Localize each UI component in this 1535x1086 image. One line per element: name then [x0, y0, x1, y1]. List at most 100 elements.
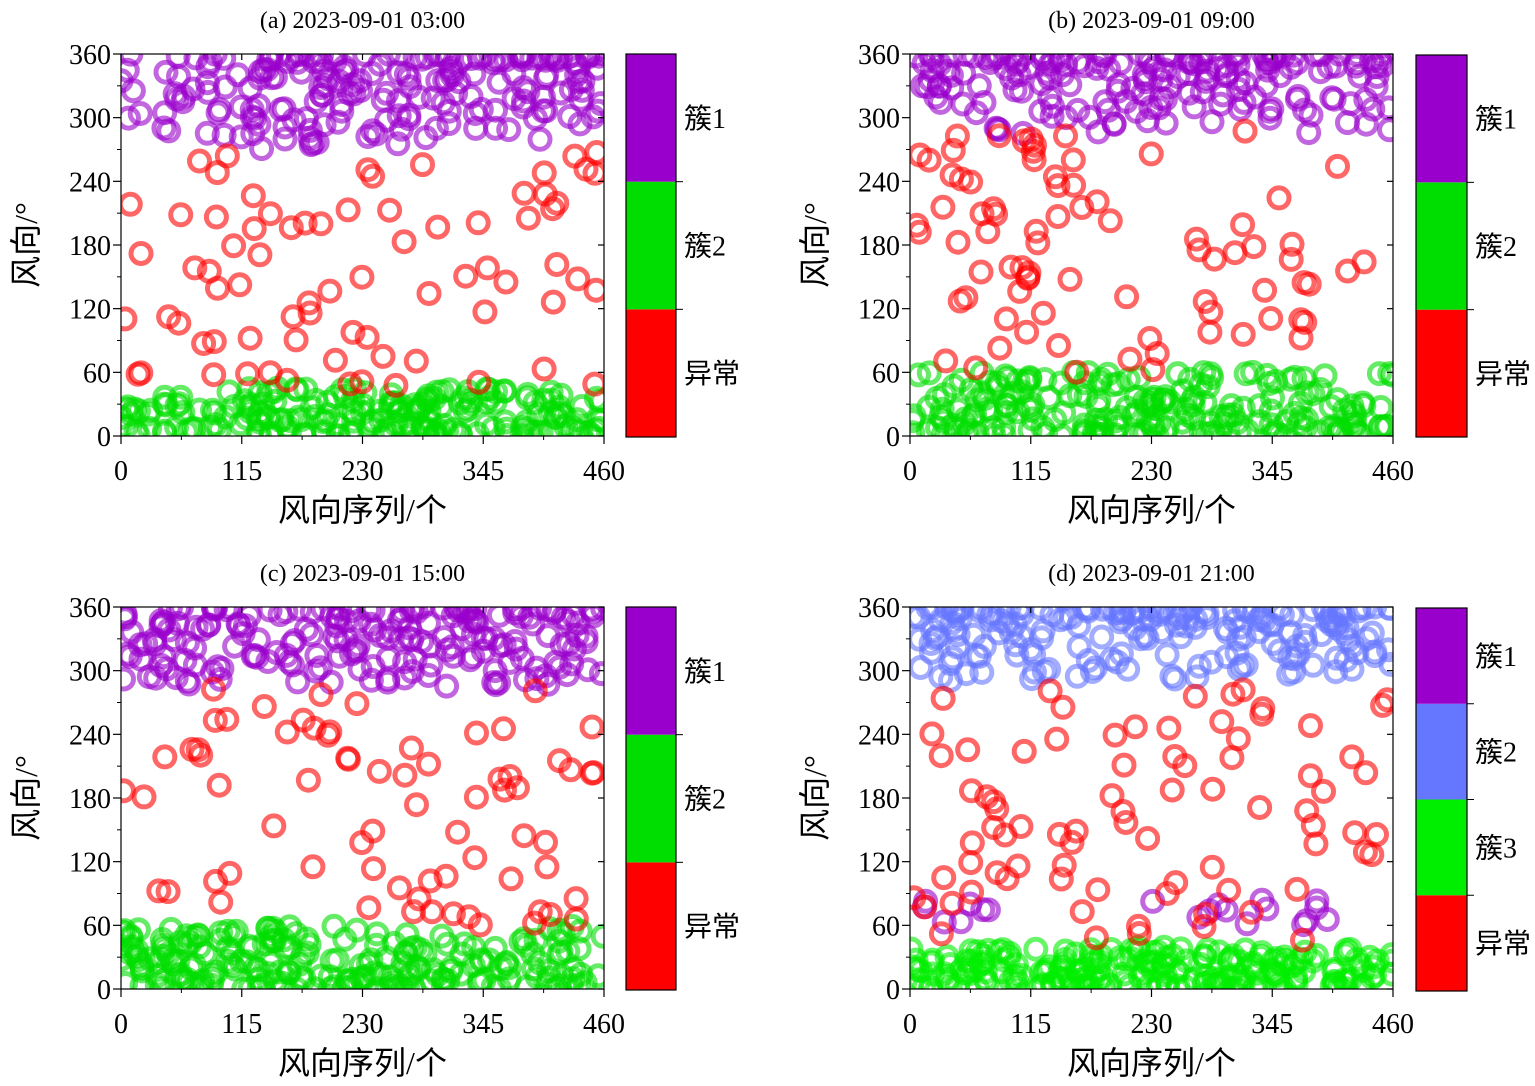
- y-tick-label: 0: [97, 422, 111, 453]
- scatter-point: [425, 417, 451, 436]
- scatter-point: [1039, 607, 1065, 628]
- scatter-point: [1297, 763, 1323, 789]
- scatter-point: [1102, 722, 1128, 748]
- scatter-point: [1117, 346, 1143, 372]
- scatter-point: [325, 423, 351, 436]
- scatter-point: [1154, 945, 1180, 971]
- colorbar-segment: [626, 181, 676, 310]
- scatter-point: [1081, 420, 1107, 436]
- scatter-point: [1244, 960, 1270, 986]
- scatter-point: [1177, 366, 1203, 392]
- scatter-point: [195, 612, 221, 638]
- scatter-point: [932, 382, 957, 408]
- scatter-point: [323, 54, 349, 68]
- scatter-point: [458, 54, 484, 71]
- scatter-point: [1044, 726, 1070, 752]
- y-tick-label: 0: [886, 422, 900, 453]
- scatter-point: [1030, 300, 1056, 326]
- colorbar-segment: [626, 54, 676, 182]
- scatter-point: [1377, 117, 1393, 143]
- scatter-point: [486, 670, 512, 696]
- scatter-point: [1224, 410, 1250, 435]
- scatter-point: [474, 255, 500, 281]
- scatter-point: [308, 211, 334, 237]
- scatter-point: [1342, 820, 1368, 846]
- scatter-point: [383, 372, 409, 398]
- scatter-point: [955, 737, 981, 763]
- scatter-point: [310, 607, 336, 622]
- scatter-point: [161, 627, 187, 653]
- scatter-point: [398, 607, 424, 624]
- scatter-point: [1339, 393, 1365, 419]
- scatter-point: [212, 74, 238, 100]
- chart-panel: (a) 2023-09-01 03:00 0 60 120 180 240 300 360 0 1…: [8, 8, 740, 528]
- scatter-point: [550, 921, 576, 947]
- scatter-point: [558, 757, 584, 783]
- scatter-point: [1300, 381, 1326, 407]
- scatter-point: [404, 792, 429, 818]
- scatter-point: [152, 744, 178, 770]
- scatter-point: [300, 854, 326, 880]
- scatter-point: [1230, 395, 1256, 421]
- scatter-point: [984, 860, 1010, 886]
- scatter-point: [1009, 255, 1035, 281]
- scatter-point: [1130, 81, 1156, 107]
- scatter-point: [121, 971, 139, 989]
- scatter-point: [492, 777, 517, 803]
- scatter-point: [1374, 687, 1393, 713]
- scatter-point: [931, 865, 957, 891]
- scatter-point: [257, 360, 283, 386]
- colorbar-label: 异常: [684, 911, 740, 943]
- scatter-point: [993, 306, 1019, 332]
- scatter-point: [1311, 778, 1336, 804]
- scatter-point: [959, 830, 985, 856]
- scatter-point: [322, 347, 348, 373]
- scatter-point: [533, 829, 558, 855]
- scatter-point: [261, 813, 287, 839]
- scatter-point: [497, 764, 523, 789]
- scatter-point: [1023, 936, 1049, 962]
- scatter-point: [910, 420, 926, 436]
- scatter-point: [1052, 938, 1078, 964]
- x-tick-label: 460: [583, 456, 625, 487]
- scatter-point: [1335, 110, 1360, 136]
- scatter-point: [433, 863, 459, 889]
- scatter-point: [509, 645, 535, 671]
- scatter-point: [465, 210, 491, 236]
- scatter-point: [341, 81, 367, 107]
- scatter-point: [1023, 218, 1049, 244]
- scatter-point: [1225, 66, 1251, 92]
- scatter-point: [976, 607, 1002, 628]
- scatter-point: [585, 963, 604, 989]
- scatter-point: [491, 716, 516, 742]
- x-tick-label: 460: [1372, 456, 1414, 487]
- scatter-point: [1086, 388, 1112, 414]
- scatter-point: [928, 921, 954, 947]
- scatter-point: [255, 404, 281, 430]
- scatter-point: [416, 388, 441, 414]
- y-tick-label: 120: [858, 295, 900, 326]
- scatter-point: [933, 348, 959, 374]
- scatter-point: [297, 117, 323, 143]
- scatter-point: [1025, 230, 1051, 256]
- scatter-point: [370, 343, 396, 369]
- scatter-point: [1186, 237, 1212, 263]
- scatter-point: [1053, 123, 1078, 149]
- colorbar-segment: [1416, 608, 1467, 704]
- scatter-point: [546, 973, 572, 989]
- scatter-point: [544, 252, 570, 277]
- x-tick-label: 230: [1131, 456, 1173, 487]
- y-tick-label: 180: [858, 231, 900, 262]
- scatter-point: [588, 661, 604, 687]
- scatter-point: [327, 607, 353, 622]
- y-axis-label: 风向/°: [797, 755, 833, 841]
- scatter-point: [366, 758, 392, 784]
- chart-panel: (d) 2023-09-01 21:00 0 60 120 180 240 300 360 0 1…: [797, 561, 1531, 1081]
- scatter-point: [284, 54, 310, 75]
- scatter-point: [1216, 877, 1242, 903]
- scatter-point: [1217, 947, 1243, 973]
- scatter-point: [152, 420, 178, 436]
- scatter-point: [154, 656, 180, 682]
- scatter-point: [198, 972, 224, 989]
- scatter-point: [941, 607, 967, 624]
